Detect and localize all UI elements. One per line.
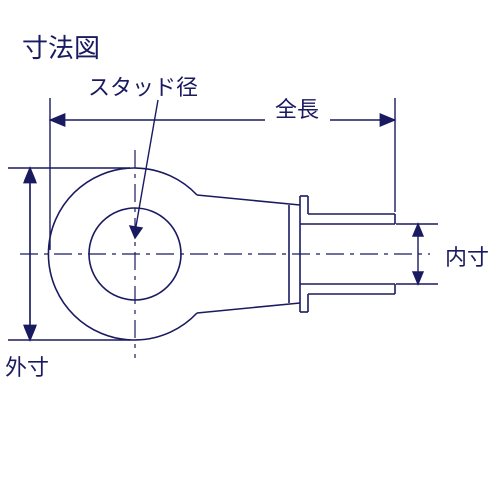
label-stud-diameter: スタッド径 <box>88 70 198 102</box>
tangent-bot <box>197 303 300 313</box>
drawing-svg <box>0 0 500 500</box>
drawing-title: 寸法図 <box>22 28 100 65</box>
centerlines <box>20 150 430 358</box>
dim-outer-arr-top <box>25 168 35 180</box>
dim-outer-arr-bot <box>25 328 35 340</box>
dim-inner-arr-top <box>413 224 423 236</box>
drawing-container: 寸法図 スタッド径 全長 外寸 内寸 <box>0 0 500 500</box>
tangent-top <box>197 195 300 205</box>
label-overall-length: 全長 <box>275 92 319 124</box>
leader-stud-arrow <box>130 226 142 238</box>
dim-inner-arr-bot <box>413 272 423 284</box>
label-outer-dim: 外寸 <box>5 350 49 382</box>
label-inner-dim: 内寸 <box>445 240 489 272</box>
